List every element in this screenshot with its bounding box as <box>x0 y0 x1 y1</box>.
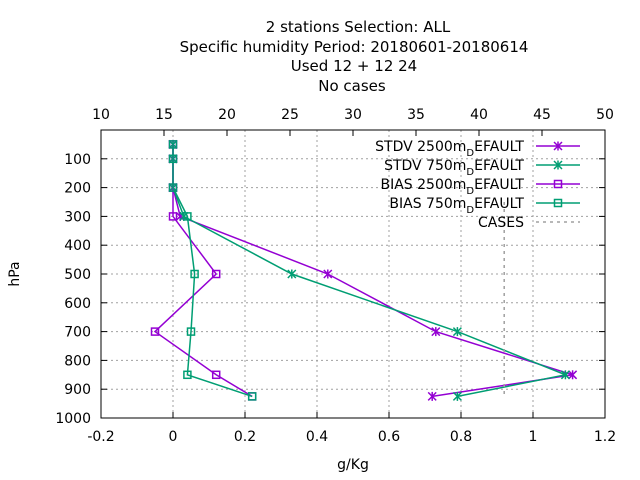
data-point <box>452 327 462 337</box>
title-line-2: Specific humidity Period: 20180601-20180… <box>180 38 529 56</box>
plot-frame <box>100 129 606 419</box>
data-point <box>168 154 178 164</box>
data-point <box>183 370 192 380</box>
y-tick-label: 900 <box>64 382 91 398</box>
grid <box>101 130 605 418</box>
legend-label: BIAS 750mDEFAULT <box>389 196 524 216</box>
legend-series-suffix: EFAULT <box>474 139 524 155</box>
data-point <box>186 327 196 336</box>
data-point <box>168 183 178 192</box>
series-line-3 <box>172 144 253 398</box>
data-point <box>168 140 178 149</box>
series-group <box>150 139 578 401</box>
legend-series-name: BIAS 2500m <box>381 177 467 193</box>
x2-tick-label: 40 <box>470 107 488 123</box>
y-axis-ticks: 100 200 300 400 500 600 700 800 900 1000 <box>55 152 605 427</box>
x2-tick-label: 30 <box>344 107 362 123</box>
data-point <box>168 212 178 221</box>
legend-label: BIAS 2500mDEFAULT <box>381 177 525 197</box>
x2-axis-ticks: 10 15 20 25 30 35 40 45 50 <box>92 107 614 136</box>
legend-entry: STDV 750mDEFAULT <box>384 158 580 178</box>
x-axis-ticks: -0.2 0 0.2 0.4 0.6 0.8 1 1.2 <box>87 412 616 445</box>
x-tick-label: 0.4 <box>306 429 328 445</box>
legend-swatch-marker <box>553 160 563 170</box>
y-tick-label: 600 <box>64 296 91 312</box>
legend-series-subscript: D <box>466 205 474 216</box>
x-tick-label: 1.2 <box>594 429 616 445</box>
x2-tick-label: 50 <box>596 107 614 123</box>
legend-series-name: STDV 750m <box>384 158 466 174</box>
data-point <box>431 327 441 337</box>
data-point <box>323 269 333 279</box>
legend-entry: STDV 2500mDEFAULT <box>375 139 580 159</box>
chart-title: 2 stations Selection: ALL Specific humid… <box>180 18 529 95</box>
y-axis-label: hPa <box>7 261 23 286</box>
x2-tick-label: 25 <box>281 107 299 123</box>
y-tick-label: 200 <box>64 181 91 197</box>
y-tick-label: 400 <box>64 238 91 254</box>
x-tick-label: 1 <box>529 429 538 445</box>
data-point <box>287 269 297 279</box>
data-point <box>211 370 221 380</box>
legend-label: STDV 2500mDEFAULT <box>375 139 524 159</box>
x2-tick-label: 20 <box>218 107 236 123</box>
y-tick-label: 700 <box>64 325 91 341</box>
data-point <box>190 269 199 279</box>
data-point <box>247 392 257 401</box>
x-tick-label: 0.6 <box>378 429 400 445</box>
data-point <box>568 370 578 380</box>
x-tick-label: 0 <box>169 429 178 445</box>
y-tick-label: 800 <box>64 353 91 369</box>
legend-entry: BIAS 750mDEFAULT <box>389 196 580 216</box>
data-point <box>560 370 570 380</box>
data-point <box>211 269 221 279</box>
x2-tick-label: 15 <box>155 107 173 123</box>
title-line-3: Used 12 + 12 24 <box>291 57 417 75</box>
legend-series-subscript: D <box>466 186 474 197</box>
legend-swatch-marker <box>553 198 563 208</box>
x2-tick-label: 35 <box>407 107 425 123</box>
legend-series-suffix: EFAULT <box>474 196 524 212</box>
legend-series-subscript: D <box>466 167 474 178</box>
x-tick-label: 0.8 <box>450 429 472 445</box>
x-axis-label: g/Kg <box>337 457 369 473</box>
y-tick-label: 100 <box>64 152 91 168</box>
legend-series-suffix: EFAULT <box>474 177 524 193</box>
series-line-2 <box>153 144 253 398</box>
legend-swatch-marker <box>553 179 563 189</box>
title-line-4: No cases <box>318 77 386 95</box>
legend-series-subscript: D <box>466 148 474 159</box>
x2-tick-label: 45 <box>533 107 551 123</box>
legend-series-name: STDV 2500m <box>375 139 466 155</box>
legend-entry: BIAS 2500mDEFAULT <box>381 177 580 197</box>
legend-label: CASES <box>478 215 524 231</box>
y-tick-label: 500 <box>64 267 91 283</box>
x-tick-label: 0.2 <box>234 429 256 445</box>
y-tick-label: 300 <box>64 209 91 225</box>
y-tick-label: 1000 <box>55 411 91 427</box>
legend-series-name: BIAS 750m <box>389 196 466 212</box>
legend-entry: CASES <box>478 215 580 231</box>
x2-tick-label: 10 <box>92 107 110 123</box>
data-point <box>427 391 437 401</box>
data-point <box>452 391 462 401</box>
legend-swatch-marker <box>553 141 563 151</box>
legend-label: STDV 750mDEFAULT <box>384 158 524 178</box>
legend-series-suffix: EFAULT <box>474 158 524 174</box>
title-line-1: 2 stations Selection: ALL <box>266 18 451 36</box>
data-point <box>150 327 160 336</box>
data-point <box>183 212 192 221</box>
legend-series-name: CASES <box>478 215 524 231</box>
x-tick-label: -0.2 <box>87 429 114 445</box>
